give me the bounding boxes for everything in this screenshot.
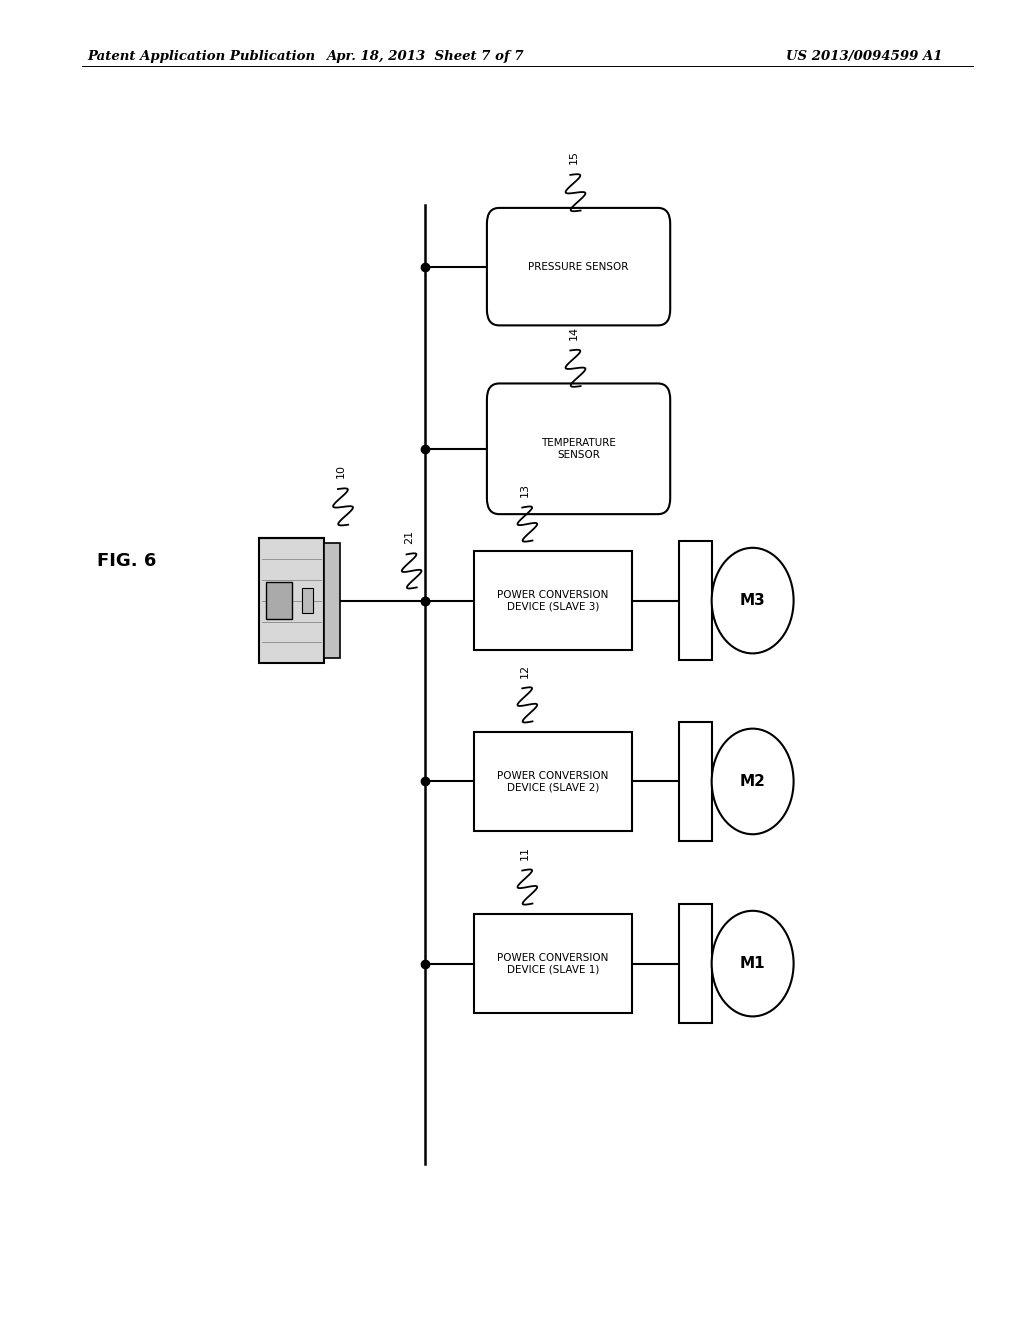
Ellipse shape	[712, 911, 794, 1016]
Ellipse shape	[712, 729, 794, 834]
Text: M1: M1	[739, 956, 766, 972]
Bar	[473, 913, 633, 1014]
Bar	[302, 587, 312, 612]
FancyBboxPatch shape	[486, 207, 670, 325]
Text: PRESSURE SENSOR: PRESSURE SENSOR	[528, 261, 629, 272]
Bar	[679, 541, 712, 660]
Text: US 2013/0094599 A1: US 2013/0094599 A1	[785, 50, 942, 63]
Text: M3: M3	[739, 593, 766, 609]
Text: TEMPERATURE
SENSOR: TEMPERATURE SENSOR	[541, 438, 616, 459]
FancyBboxPatch shape	[486, 383, 670, 513]
Text: Apr. 18, 2013  Sheet 7 of 7: Apr. 18, 2013 Sheet 7 of 7	[327, 50, 523, 63]
Bar	[679, 722, 712, 841]
Text: 14: 14	[568, 326, 579, 339]
Text: POWER CONVERSION
DEVICE (SLAVE 1): POWER CONVERSION DEVICE (SLAVE 1)	[498, 953, 608, 974]
Ellipse shape	[712, 548, 794, 653]
Bar	[258, 539, 324, 663]
Text: FIG. 6: FIG. 6	[97, 552, 157, 570]
Bar	[265, 582, 292, 619]
Text: POWER CONVERSION
DEVICE (SLAVE 2): POWER CONVERSION DEVICE (SLAVE 2)	[498, 771, 608, 792]
Text: 11: 11	[520, 846, 530, 861]
Text: 12: 12	[520, 664, 530, 678]
Text: 15: 15	[568, 150, 579, 164]
Bar	[679, 904, 712, 1023]
Text: 10: 10	[336, 465, 346, 478]
Text: M2: M2	[739, 774, 766, 789]
Bar	[324, 543, 340, 659]
Text: 13: 13	[520, 483, 530, 496]
Text: POWER CONVERSION
DEVICE (SLAVE 3): POWER CONVERSION DEVICE (SLAVE 3)	[498, 590, 608, 611]
Text: Patent Application Publication: Patent Application Publication	[87, 50, 315, 63]
Bar	[473, 552, 633, 649]
Bar	[473, 731, 633, 832]
Text: 21: 21	[404, 529, 415, 544]
